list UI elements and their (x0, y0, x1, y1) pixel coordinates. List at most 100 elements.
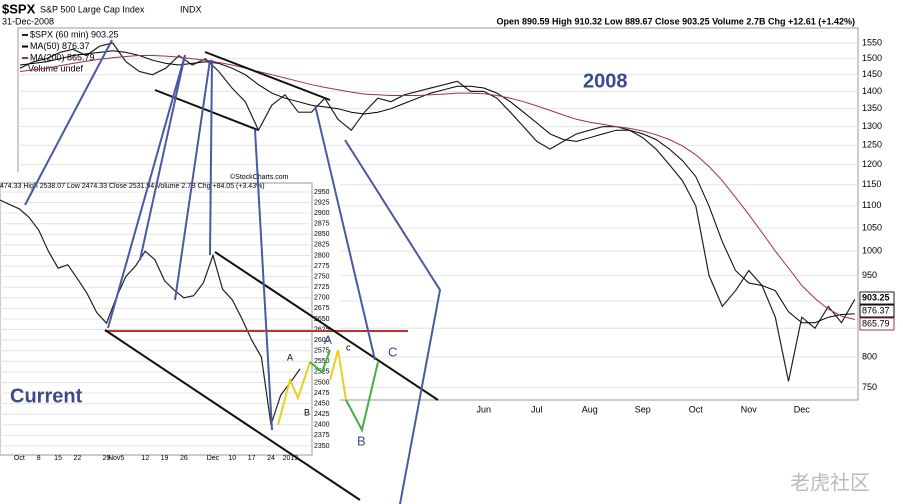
y-tick-label: 1400 (862, 86, 882, 96)
wave-green (309, 349, 379, 433)
series-line (19, 50, 855, 324)
y-tick-label: 1500 (862, 53, 882, 63)
annotation: c (346, 342, 351, 352)
y-tick-label: 1200 (862, 159, 882, 169)
x-tick-label: 8 (37, 455, 41, 462)
legend-label: $SPX (60 min) 903.25 (30, 29, 119, 39)
x-tick-label: 17 (248, 455, 256, 462)
y-tick-label: 800 (862, 351, 877, 361)
y-tick-label: 1550 (862, 37, 882, 47)
last-value-label: 876.37 (862, 305, 890, 315)
y-tick-label: 2800 (314, 252, 330, 259)
quote: Open 890.59 High 910.32 Low 889.67 Close… (496, 16, 855, 26)
inset-quote: 474.33 High 2538.07 Low 2474.33 Close 25… (0, 183, 265, 190)
x-tick-label: Jul (531, 404, 543, 414)
x-tick-label: Nov (741, 404, 758, 414)
y-tick-label: 2475 (314, 390, 330, 397)
x-tick-label: Dec (794, 404, 811, 414)
annotation: A (324, 333, 332, 347)
y-tick-label: 2350 (314, 443, 330, 450)
x-tick-label: 26 (180, 455, 188, 462)
projection-lines (24, 39, 442, 504)
y-tick-label: 1250 (862, 140, 882, 150)
annotations: 2008 Current A B C c A B 老虎社区 (10, 39, 870, 504)
x-tick-label: Oct (689, 404, 704, 414)
x-tick-label: 10 (228, 455, 236, 462)
annotation: B (304, 407, 310, 417)
y-tick-label: 1300 (862, 121, 882, 131)
last-value-label: 865.79 (862, 318, 890, 328)
x-tick-label: Oct (14, 455, 25, 462)
y-tick-label: 2375 (314, 432, 330, 439)
last-value-box (859, 317, 895, 331)
y-tick-label: 2750 (314, 273, 330, 280)
last-value-label: 903.25 (862, 292, 890, 302)
x-tick-label: 12 (141, 455, 149, 462)
y-tick-label: 2825 (314, 242, 330, 249)
y-tick-label: 1100 (862, 200, 881, 210)
series-line (19, 42, 856, 382)
exchange: INDX (180, 4, 202, 14)
inset-source: ©StockCharts.com (230, 173, 289, 181)
channel-lines (104, 51, 439, 501)
y-tick-label: 1050 (862, 222, 882, 232)
y-tick-label: 1450 (862, 69, 882, 79)
y-tick-label: 2600 (314, 337, 330, 344)
x-tick-label: 22 (74, 455, 82, 462)
y-tick-label: 1350 (862, 103, 882, 113)
y-tick-label: 950 (862, 270, 877, 280)
watermark: 老虎社区 (790, 471, 870, 494)
y-tick-label: 2900 (314, 210, 330, 217)
x-tick-label: Dec (207, 455, 220, 462)
y-tick-label: 2650 (314, 316, 330, 323)
annotation: 2008 (583, 70, 628, 92)
x-tick-label: Nov5 (108, 455, 124, 462)
symbol: $SPX (2, 1, 36, 16)
y-tick-label: 2675 (314, 305, 330, 312)
chart-title: S&P 500 Large Cap Index (40, 4, 145, 14)
annotation: C (388, 344, 397, 359)
y-tick-label: 2425 (314, 411, 330, 418)
y-tick-label: 750 (862, 382, 877, 392)
x-tick-label: Aug (582, 404, 598, 414)
x-tick-label: Sep (635, 404, 651, 414)
main-chart: $SPX S&P 500 Large Cap Index INDX 31-Dec… (2, 1, 895, 414)
x-tick-label: 24 (267, 455, 275, 462)
x-tick-label: Jun (476, 404, 491, 414)
y-tick-label: 2725 (314, 284, 330, 291)
x-tick-label: 29 (103, 455, 111, 462)
last-value-box (859, 304, 895, 318)
y-tick-label: 2700 (314, 295, 330, 302)
y-tick-label: 2925 (314, 199, 330, 206)
y-tick-label: 2550 (314, 358, 330, 365)
y-tick-label: 2850 (314, 231, 330, 238)
wave-yellow (277, 349, 347, 426)
annotation: A (287, 352, 293, 362)
legend-volume: Volume undef (28, 63, 84, 73)
y-tick-label: 2400 (314, 422, 330, 429)
series-line (19, 55, 855, 320)
y-tick-label: 2625 (314, 326, 330, 333)
y-tick-label: 2575 (314, 348, 330, 355)
y-tick-label: 2775 (314, 263, 330, 270)
series-line (0, 199, 301, 425)
y-tick-label: 1000 (862, 245, 882, 255)
legend-label: MA(200) 865.79 (30, 52, 95, 62)
chart-date: 31-Dec-2008 (2, 16, 54, 26)
x-tick-label: 19 (161, 455, 169, 462)
legend-label: MA(50) 876.37 (30, 41, 90, 51)
y-tick-label: 1150 (862, 179, 881, 189)
y-tick-label: 2950 (314, 189, 330, 196)
y-tick-label: 2500 (314, 379, 330, 386)
last-value-box (859, 291, 895, 305)
y-tick-label: 2875 (314, 221, 330, 228)
inset-background (0, 172, 340, 456)
inset-chart: 474.33 High 2538.07 Low 2474.33 Close 25… (0, 172, 340, 462)
x-tick-label: 15 (54, 455, 62, 462)
annotation: B (357, 433, 366, 448)
annotation: Current (10, 385, 83, 407)
x-tick-label: 2019 (283, 455, 299, 462)
y-tick-label: 2450 (314, 400, 330, 407)
